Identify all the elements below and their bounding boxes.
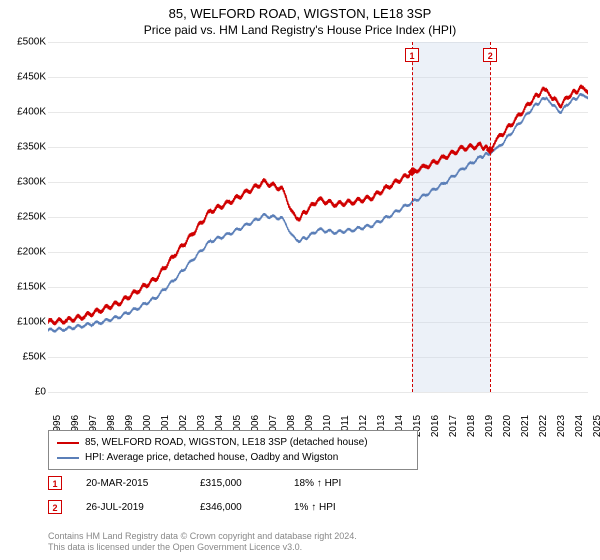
- line-series: [48, 42, 588, 392]
- legend-label: HPI: Average price, detached house, Oadb…: [85, 452, 338, 463]
- sale-pct: 1% ↑ HPI: [294, 502, 374, 513]
- sale-price: £315,000: [200, 478, 270, 489]
- sale-row: 1 20-MAR-2015 £315,000 18% ↑ HPI: [48, 476, 374, 490]
- legend-item: 85, WELFORD ROAD, WIGSTON, LE18 3SP (det…: [57, 435, 409, 450]
- footer-line-1: Contains HM Land Registry data © Crown c…: [48, 531, 357, 543]
- sale-date: 26-JUL-2019: [86, 502, 176, 513]
- sale-date: 20-MAR-2015: [86, 478, 176, 489]
- sale-pct: 18% ↑ HPI: [294, 478, 374, 489]
- sale-marker-box: 2: [48, 500, 62, 514]
- sale-row: 2 26-JUL-2019 £346,000 1% ↑ HPI: [48, 500, 374, 514]
- footer-line-2: This data is licensed under the Open Gov…: [48, 542, 357, 554]
- plot-area: 12: [48, 42, 588, 392]
- sale-price: £346,000: [200, 502, 270, 513]
- legend-swatch: [57, 442, 79, 444]
- chart-container: 85, WELFORD ROAD, WIGSTON, LE18 3SP Pric…: [0, 0, 600, 560]
- footer-text: Contains HM Land Registry data © Crown c…: [48, 531, 357, 554]
- sale-marker-box: 1: [48, 476, 62, 490]
- legend-item: HPI: Average price, detached house, Oadb…: [57, 450, 409, 465]
- legend-swatch: [57, 457, 79, 459]
- legend-label: 85, WELFORD ROAD, WIGSTON, LE18 3SP (det…: [85, 437, 368, 448]
- page-subtitle: Price paid vs. HM Land Registry's House …: [0, 21, 600, 37]
- legend: 85, WELFORD ROAD, WIGSTON, LE18 3SP (det…: [48, 430, 418, 470]
- page-title: 85, WELFORD ROAD, WIGSTON, LE18 3SP: [0, 0, 600, 21]
